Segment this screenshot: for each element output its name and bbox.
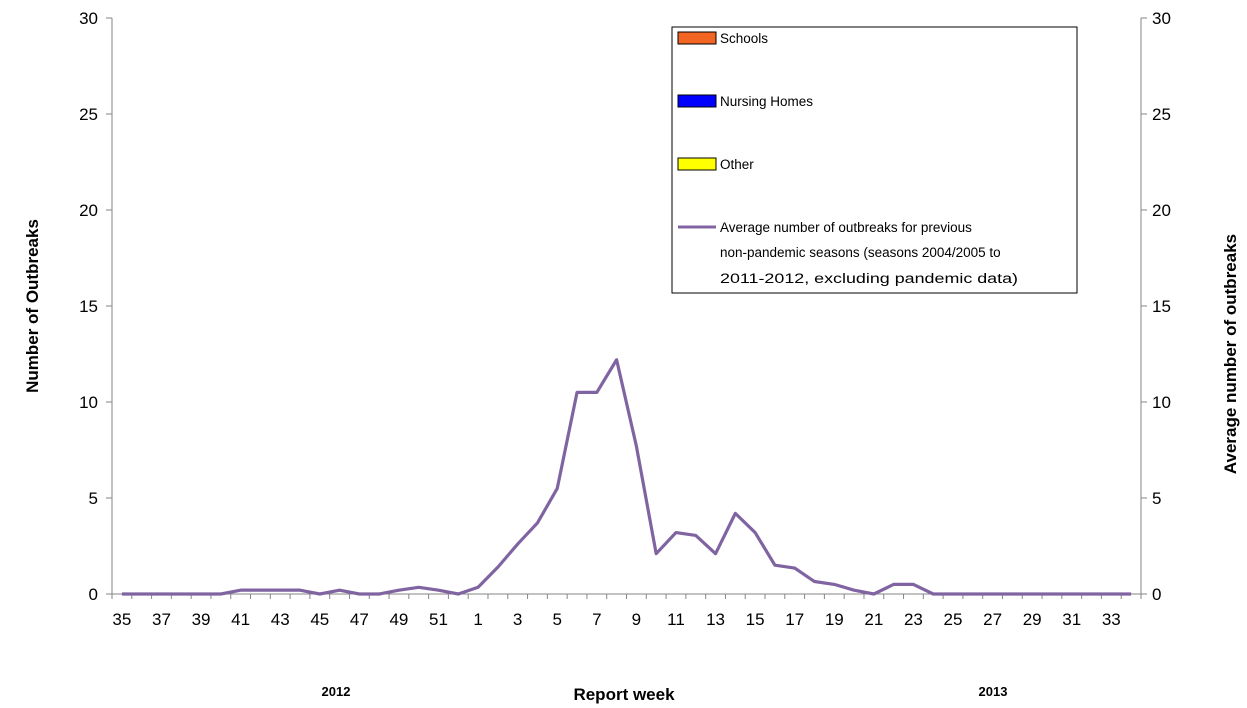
- right-y-tick-label: 25: [1152, 105, 1171, 124]
- x-tick-label: 1: [473, 610, 482, 629]
- year-label-2013: 2013: [979, 684, 1008, 699]
- x-tick-label: 41: [231, 610, 250, 629]
- y-axis-left-title: Number of Outbreaks: [23, 219, 42, 393]
- x-tick-label: 27: [983, 610, 1002, 629]
- left-y-tick-label: 10: [79, 393, 98, 412]
- x-axis: 35 37 39 41 43 45 47 49 51 1 3 5 7 9 11 13 15 17 19 21 23 25 2…: [111, 594, 1142, 629]
- y-axis-right-title: Average number of outbreaks: [1221, 234, 1240, 474]
- right-y-tick-label: 15: [1152, 297, 1171, 316]
- x-tick-label: 7: [592, 610, 601, 629]
- right-y-tick-label: 5: [1152, 489, 1161, 508]
- right-y-tick-label: 30: [1152, 9, 1171, 28]
- year-label-2012: 2012: [322, 684, 351, 699]
- x-tick-label: 23: [904, 610, 923, 629]
- x-tick-label: 43: [271, 610, 290, 629]
- x-tick-label: 33: [1102, 610, 1121, 629]
- left-y-tick-label: 5: [89, 489, 98, 508]
- x-tick-label: 13: [706, 610, 725, 629]
- x-tick-label: 11: [667, 610, 685, 629]
- x-axis-title: Report week: [573, 685, 675, 704]
- legend: Schools Nursing Homes Other Average numb…: [671, 26, 1078, 294]
- x-tick-label: 29: [1023, 610, 1042, 629]
- legend-label-schools: Schools: [720, 31, 768, 46]
- x-tick-label: 51: [429, 610, 448, 629]
- left-y-tick-label: 0: [89, 585, 98, 604]
- x-tick-label: 17: [785, 610, 804, 629]
- legend-swatch-other: [677, 157, 717, 171]
- right-y-axis: 0 5 10 15 20 25 30: [1141, 9, 1171, 604]
- x-tick-label: 25: [944, 610, 963, 629]
- x-tick-label: 5: [553, 610, 562, 629]
- x-tick-label: 49: [389, 610, 408, 629]
- legend-box: [671, 26, 1078, 294]
- right-y-tick-label: 20: [1152, 201, 1171, 220]
- left-y-tick-label: 30: [79, 9, 98, 28]
- x-tick-label: 9: [632, 610, 641, 629]
- legend-label-average-line-3: 2011-2012, excluding pandemic data): [720, 271, 1018, 286]
- x-tick-label: 37: [152, 610, 171, 629]
- x-tick-label: 35: [112, 610, 131, 629]
- x-tick-label: 21: [864, 610, 883, 629]
- x-tick-label: 31: [1062, 610, 1081, 629]
- legend-swatch-schools: [677, 31, 717, 45]
- x-tick-label: 19: [825, 610, 844, 629]
- x-tick-label: 45: [310, 610, 329, 629]
- right-y-tick-label: 0: [1152, 585, 1161, 604]
- legend-label-other: Other: [720, 157, 754, 172]
- x-tick-label: 39: [192, 610, 211, 629]
- legend-label-average-line-2: non-pandemic seasons (seasons 2004/2005 …: [720, 245, 1001, 260]
- x-tick-label: 3: [513, 610, 522, 629]
- series-layer: [121, 358, 1132, 596]
- right-y-tick-label: 10: [1152, 393, 1171, 412]
- legend-label-average-line-1: Average number of outbreaks for previous: [720, 220, 972, 235]
- left-y-axis: 0 5 10 15 20 25 30: [79, 9, 112, 604]
- left-y-tick-label: 15: [79, 297, 98, 316]
- x-tick-label: 15: [746, 610, 765, 629]
- left-y-tick-label: 20: [79, 201, 98, 220]
- left-y-tick-label: 25: [79, 105, 98, 124]
- legend-label-nursing-homes: Nursing Homes: [720, 94, 813, 109]
- series-line-average-outbreaks: [121, 358, 1132, 596]
- legend-swatch-nursing-homes: [677, 94, 717, 108]
- x-tick-label: 47: [350, 610, 369, 629]
